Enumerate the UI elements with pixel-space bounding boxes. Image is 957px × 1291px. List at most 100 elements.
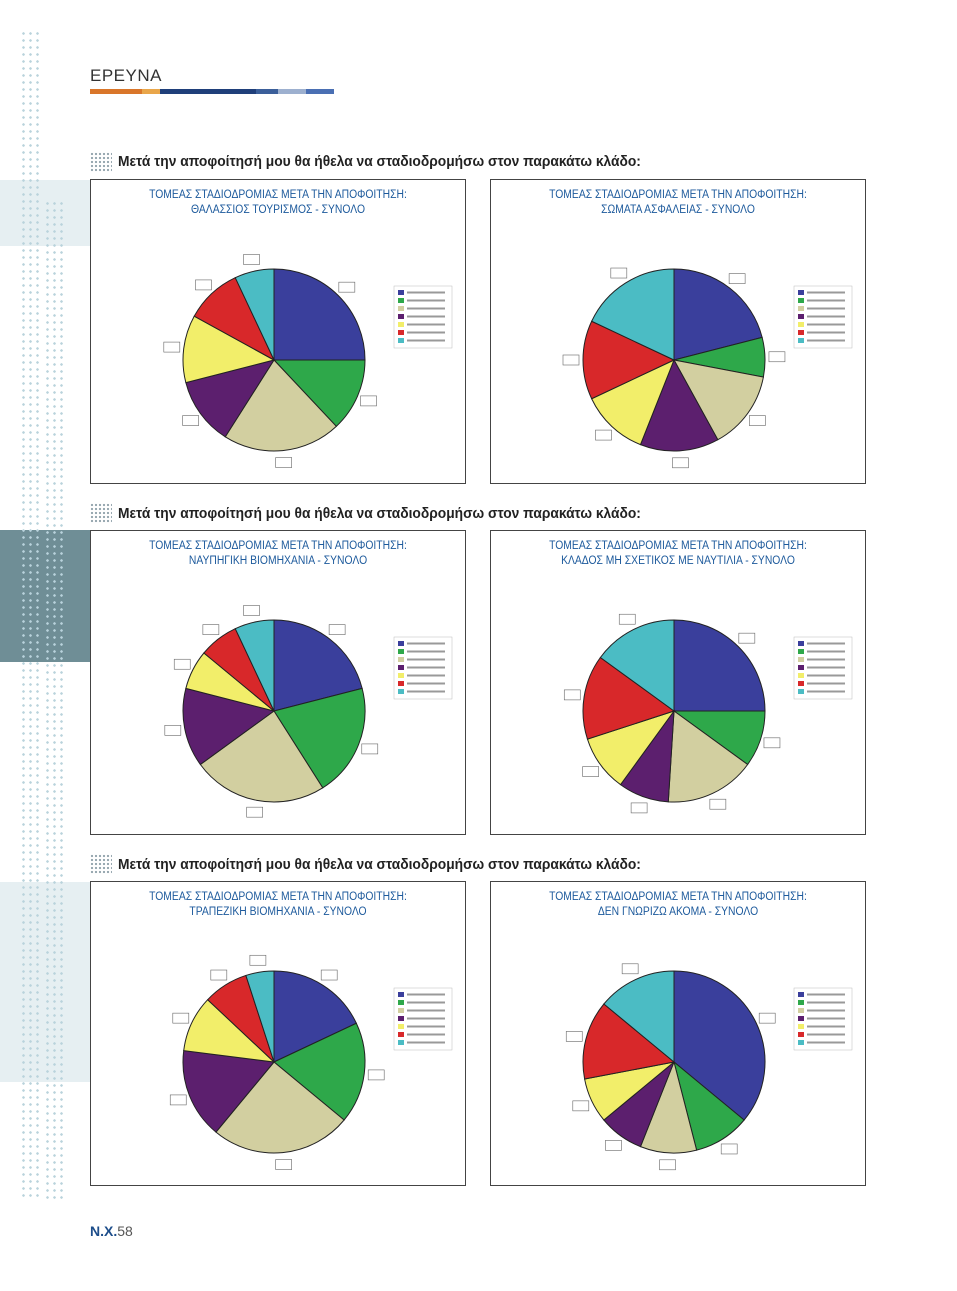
slice-callout: [169, 1094, 187, 1106]
legend-swatch: [398, 641, 404, 646]
pie-slice: [673, 359, 764, 441]
legend-swatch: [398, 290, 404, 295]
slice-callout: [758, 1012, 776, 1024]
pie-svg: [565, 963, 853, 1171]
legend-line: [407, 1017, 445, 1020]
chart-title: ΤΟΜΕΑΣ ΣΤΑΔΙΟΔΡΟΜΙΑΣ ΜΕΤΑ ΤΗΝ ΑΠΟΦΟΙΤΗΣΗ…: [549, 540, 807, 567]
pie-slice: [182, 315, 276, 384]
slice-callout: [243, 605, 260, 616]
slice-callout: [605, 1140, 622, 1151]
legend-line: [807, 682, 845, 685]
slice-callout: [249, 954, 267, 966]
pie-slice: [639, 358, 719, 452]
slice-callout: [563, 689, 581, 701]
pie-slice: [673, 268, 763, 361]
header-bar-1: [90, 89, 142, 94]
pie-svg: [163, 254, 453, 468]
legend-swatch: [398, 657, 404, 662]
slice-callout: [173, 658, 191, 670]
slice-callout: [618, 613, 636, 625]
chart-title: ΤΟΜΕΑΣ ΣΤΑΔΙΟΔΡΟΜΙΑΣ ΜΕΤΑ ΤΗΝ ΑΠΟΦΟΙΤΗΣΗ…: [149, 540, 407, 567]
legend-swatch: [398, 1024, 404, 1029]
legend-swatch: [798, 322, 804, 327]
pie-slice: [273, 1022, 366, 1121]
slice-callout: [195, 279, 212, 291]
legend-swatch: [798, 689, 804, 694]
legend-line: [407, 650, 445, 653]
slice-callout: [720, 1143, 738, 1155]
slice-callout: [621, 963, 639, 975]
legend-line: [407, 642, 445, 645]
pie-slice: [582, 656, 676, 740]
slice-callout: [275, 1159, 292, 1170]
pie-slice: [582, 1003, 676, 1080]
legend-line: [407, 291, 445, 294]
legend-line: [807, 666, 845, 669]
decorative-dots-left: [20, 30, 40, 1200]
legend-swatch: [398, 298, 404, 303]
slice-callout: [595, 429, 612, 441]
pie-slice: [273, 268, 366, 361]
pie-slice: [224, 359, 338, 452]
pie-slice: [272, 359, 366, 428]
slice-callout: [246, 806, 263, 818]
legend-line: [807, 642, 845, 645]
legend-swatch: [798, 306, 804, 311]
legend-line: [407, 1001, 445, 1004]
legend-line: [807, 650, 845, 653]
slice-callout: [630, 802, 648, 814]
pie-slice: [245, 970, 275, 1063]
pie-slice: [273, 687, 366, 789]
slice-callout: [210, 969, 228, 981]
legend-swatch: [798, 681, 804, 686]
slice-callout: [163, 341, 181, 353]
slice-callout: [763, 737, 781, 749]
legend-swatch: [398, 306, 404, 311]
slice-callout: [338, 281, 356, 293]
pie-chart-shipbuilding: ΤΟΜΕΑΣ ΣΤΑΔΙΟΔΡΟΜΙΑΣ ΜΕΤΑ ΤΗΝ ΑΠΟΦΟΙΤΗΣΗ…: [90, 530, 466, 835]
legend-swatch: [398, 649, 404, 654]
pie-slice: [590, 268, 675, 361]
legend-swatch: [398, 330, 404, 335]
legend-line: [807, 1009, 845, 1012]
legend-swatch: [798, 665, 804, 670]
legend-swatch: [798, 338, 804, 343]
section-icon: [90, 152, 112, 172]
pie-slice: [590, 359, 675, 446]
page-footer: N.X.58: [90, 1223, 133, 1239]
legend-line: [407, 690, 445, 693]
legend-line: [807, 1041, 845, 1044]
legend-swatch: [398, 1040, 404, 1045]
chart-title: ΤΟΜΕΑΣ ΣΤΑΔΙΟΔΡΟΜΙΑΣ ΜΕΤΑ ΤΗΝ ΑΠΟΦΟΙΤΗΣΗ…: [149, 189, 407, 216]
slice-callout: [768, 351, 786, 363]
legend-swatch: [798, 657, 804, 662]
slice-callout: [172, 1012, 190, 1024]
pie-slice: [673, 970, 766, 1121]
legend-swatch: [798, 673, 804, 678]
legend-swatch: [398, 673, 404, 678]
pie-slice: [215, 1061, 345, 1154]
section-title-3: Μετά την αποφοίτησή μου θα ήθελα να σταδ…: [118, 856, 641, 873]
slice-callout: [182, 415, 199, 426]
legend-line: [807, 331, 845, 334]
legend-swatch: [798, 1024, 804, 1029]
legend-line: [407, 674, 445, 677]
slice-callout: [582, 766, 599, 777]
section-icon: [90, 503, 112, 523]
legend-swatch: [798, 649, 804, 654]
slice-callout: [243, 254, 260, 265]
legend-line: [807, 1017, 845, 1020]
chart-title: ΤΟΜΕΑΣ ΣΤΑΔΙΟΔΡΟΜΙΑΣ ΜΕΤΑ ΤΗΝ ΑΠΟΦΟΙΤΗΣΗ…: [549, 891, 807, 918]
section-title-2: Μετά την αποφοίτησή μου θα ήθελα να σταδ…: [118, 505, 641, 522]
decorative-dots-left-2: [44, 200, 66, 1200]
pie-slice: [273, 619, 363, 712]
pie-chart-marine-tourism: ΤΟΜΕΑΣ ΣΤΑΔΙΟΔΡΟΜΙΑΣ ΜΕΤΑ ΤΗΝ ΑΠΟΦΟΙΤΗΣΗ…: [90, 179, 466, 484]
legend-line: [807, 315, 845, 318]
pie-svg: [563, 613, 853, 814]
slice-callout: [565, 1031, 583, 1042]
legend-line: [807, 1001, 845, 1004]
legend-swatch: [398, 338, 404, 343]
legend-line: [407, 1033, 445, 1036]
chart-title: ΤΟΜΕΑΣ ΣΤΑΔΙΟΔΡΟΜΙΑΣ ΜΕΤΑ ΤΗΝ ΑΠΟΦΟΙΤΗΣΗ…: [549, 189, 807, 216]
legend-line: [407, 658, 445, 661]
